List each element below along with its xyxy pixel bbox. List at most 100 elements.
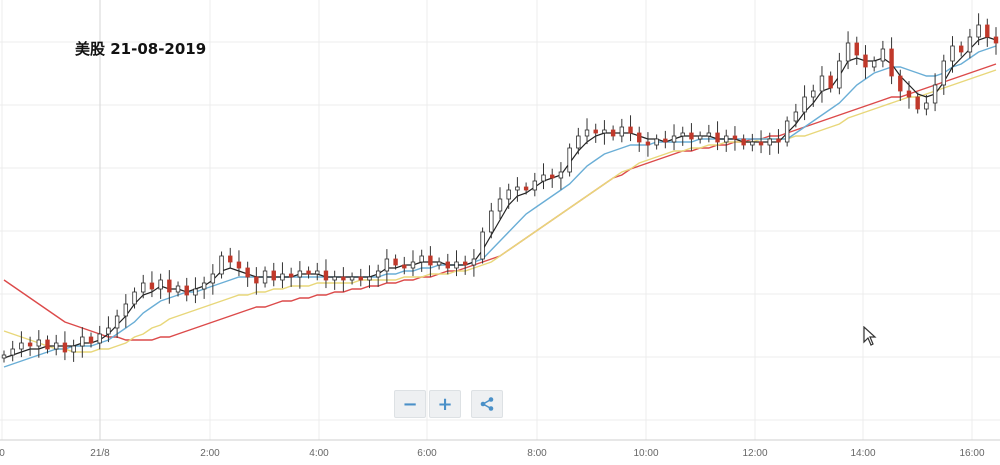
candle [732, 126, 738, 151]
candle [645, 132, 651, 157]
candle [288, 267, 294, 287]
x-tick-label: 16:00 [959, 448, 984, 459]
candle [306, 266, 311, 279]
candle [697, 131, 703, 144]
candle [828, 71, 833, 93]
candle [80, 327, 85, 358]
candle [880, 40, 886, 68]
candle [280, 262, 285, 289]
candle [462, 255, 468, 275]
candle [106, 316, 111, 343]
x-tick-label: 2:00 [200, 448, 220, 459]
candle [228, 247, 233, 269]
candle [149, 271, 155, 298]
candle [863, 45, 868, 79]
candle [132, 287, 137, 309]
candle [767, 132, 772, 155]
candle [245, 261, 250, 287]
candle [375, 264, 381, 287]
candle [715, 121, 720, 151]
candle [854, 36, 859, 65]
candle [62, 331, 68, 361]
candle [1, 350, 7, 363]
candle [10, 340, 15, 362]
candle [393, 254, 398, 270]
candle [837, 52, 842, 95]
candle [523, 182, 529, 195]
candle [741, 134, 746, 150]
candle [932, 73, 938, 112]
candle [349, 272, 355, 285]
candle [584, 118, 590, 145]
candle [985, 18, 990, 47]
candle [27, 336, 33, 356]
candle [619, 118, 625, 143]
candle [871, 56, 877, 72]
zoom-in-button[interactable]: + [429, 390, 461, 418]
candle [532, 172, 538, 197]
candle [654, 134, 659, 150]
candle [993, 27, 999, 55]
candle [593, 123, 598, 143]
x-tick-label: 21/8 [90, 448, 110, 459]
candle [114, 309, 120, 338]
candle [819, 66, 825, 103]
x-tick-label: 14:00 [850, 448, 875, 459]
candle [576, 127, 581, 155]
candle [471, 249, 477, 277]
candle [637, 126, 642, 152]
candle [489, 202, 494, 239]
candle [602, 120, 607, 145]
candle [941, 54, 946, 95]
candle [341, 267, 346, 292]
candlestick-series [1, 13, 999, 363]
zoom-out-button[interactable]: − [394, 390, 426, 418]
candle [793, 103, 799, 128]
candle [950, 36, 955, 73]
candle [236, 250, 242, 277]
candle [689, 123, 694, 151]
candle [445, 253, 450, 275]
candle [906, 81, 912, 109]
candle [784, 116, 790, 147]
x-tick-label: 4:00 [309, 448, 329, 459]
candle [36, 330, 42, 358]
candle [497, 187, 503, 220]
x-tick-label: 6:00 [417, 448, 437, 459]
candle [219, 251, 224, 279]
candle [45, 335, 50, 354]
candle [663, 130, 668, 149]
candle [71, 339, 76, 362]
candle [550, 168, 555, 188]
candle [271, 262, 276, 287]
x-tick-label: 0 [0, 448, 5, 459]
chart-grid [0, 0, 1000, 441]
candle [758, 130, 764, 154]
candle [558, 162, 564, 190]
candle [410, 250, 416, 277]
candle [167, 270, 172, 304]
candle [967, 28, 973, 59]
candle [254, 267, 259, 295]
candle [628, 115, 633, 142]
candle [384, 249, 390, 283]
candle [358, 268, 363, 287]
candle [750, 133, 755, 152]
candle [976, 13, 981, 46]
candle [158, 273, 163, 299]
candle [541, 163, 546, 190]
candle [262, 266, 268, 288]
candle [419, 249, 424, 272]
x-tick-label: 10:00 [633, 448, 658, 459]
share-icon [480, 397, 494, 411]
share-button[interactable] [471, 390, 503, 418]
candle [315, 262, 320, 281]
mouse-cursor-icon [863, 326, 877, 346]
candle [175, 281, 181, 297]
candle [54, 334, 59, 356]
zoom-controls: − + [394, 390, 503, 418]
candle [515, 177, 520, 202]
candle [367, 265, 372, 289]
candle [776, 129, 781, 154]
